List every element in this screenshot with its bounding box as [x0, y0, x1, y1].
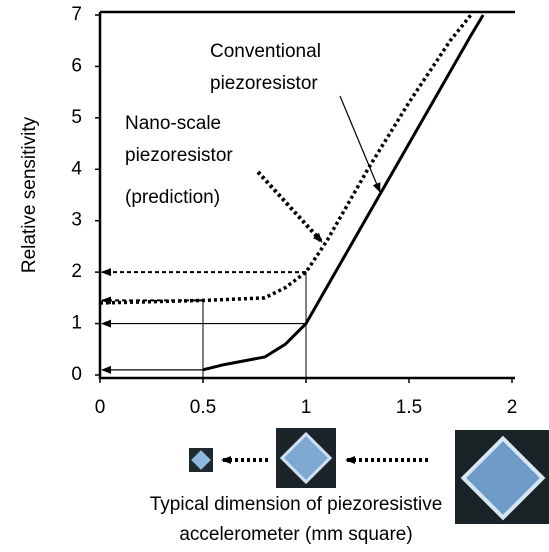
y-tick-label: 4: [71, 158, 82, 179]
y-tick-label: 0: [71, 364, 82, 385]
x-tick-label: 1: [301, 397, 312, 418]
x-tick-label: 0: [95, 397, 106, 418]
annotation: (prediction): [125, 187, 220, 208]
data-line: [203, 15, 483, 370]
y-tick-label: 2: [71, 261, 82, 282]
annotation: piezoresistor: [210, 73, 318, 94]
y-tick-label: 3: [71, 210, 82, 231]
annotation-arrow: [258, 172, 322, 242]
annotation: Nano-scale: [125, 113, 221, 134]
annotation: piezoresistor: [125, 145, 233, 166]
y-tick-label: 5: [71, 107, 82, 128]
y-tick-label: 7: [71, 4, 82, 25]
x-tick-label: 1.5: [396, 397, 422, 418]
x-tick-label: 0.5: [190, 397, 216, 418]
x-axis-label: Typical dimension of piezoresistive: [150, 494, 443, 515]
y-tick-label: 1: [71, 313, 82, 334]
x-axis-label: accelerometer (mm square): [179, 524, 412, 545]
x-tick-label: 2: [507, 397, 518, 418]
annotation: Conventional: [210, 41, 321, 62]
y-tick-label: 6: [71, 55, 82, 76]
chart: 0 1 2 3 4 5 6 7 0 0.5 1 1.5 2 Relative sensitivity C…: [0, 0, 549, 552]
y-axis-label: Relative sensitivity: [19, 116, 40, 273]
annotation-arrow: [340, 96, 380, 192]
